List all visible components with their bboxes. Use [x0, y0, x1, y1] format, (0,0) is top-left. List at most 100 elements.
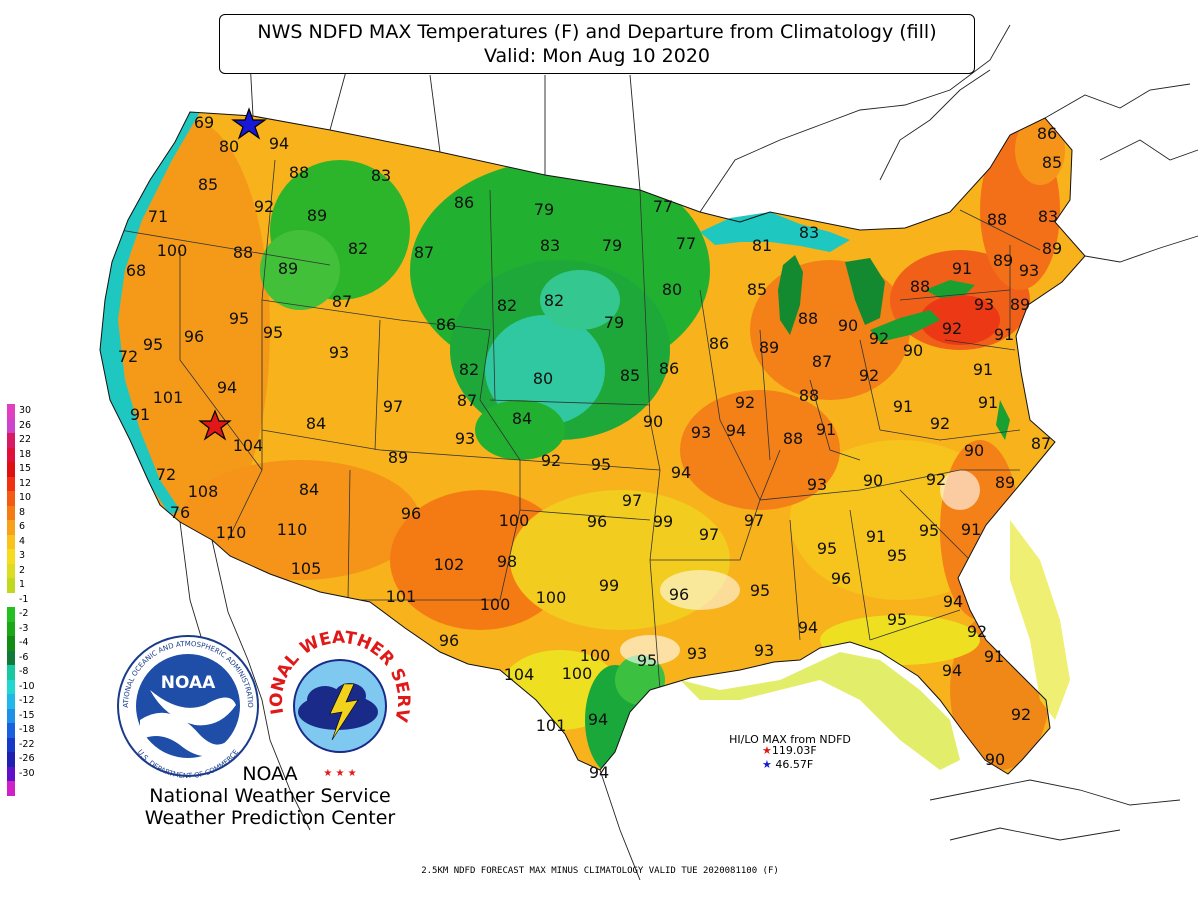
temp-label: 95 — [263, 323, 283, 342]
temp-label: 110 — [216, 523, 247, 542]
temp-label: 91 — [866, 527, 886, 546]
temp-label: 95 — [591, 455, 611, 474]
svg-text:★ ★ ★: ★ ★ ★ — [323, 768, 356, 779]
legend-label: -30 — [19, 767, 35, 779]
temp-label: 93 — [1019, 261, 1039, 280]
temp-label: 104 — [504, 665, 535, 684]
temp-label: 95 — [637, 651, 657, 670]
legend-label: -2 — [19, 608, 29, 619]
temp-label: 90 — [643, 412, 663, 431]
legend-row: -18 — [7, 723, 41, 738]
temp-label: 91 — [130, 405, 150, 424]
temp-label: 94 — [943, 592, 963, 611]
legend-label: -1 — [19, 593, 29, 605]
legend-label: -15 — [19, 709, 35, 721]
temp-label: 95 — [143, 335, 163, 354]
legend-row: 18 — [7, 447, 41, 462]
temp-label: 101 — [153, 388, 184, 407]
atlantic-fill — [1010, 520, 1070, 720]
map-title-box: NWS NDFD MAX Temperatures (F) and Depart… — [219, 14, 975, 74]
legend-row: 6 — [7, 520, 41, 535]
legend-row: 22 — [7, 433, 41, 448]
temp-label: 94 — [942, 661, 962, 680]
temp-label: 87 — [414, 243, 434, 262]
temp-label: 95 — [919, 521, 939, 540]
legend-swatch — [7, 578, 15, 593]
legend-row: 8 — [7, 505, 41, 520]
temp-label: 77 — [653, 197, 673, 216]
temp-label: 92 — [541, 451, 561, 470]
legend-swatch — [7, 462, 15, 477]
legend-swatch — [7, 447, 15, 462]
temp-label: 89 — [1042, 239, 1062, 258]
temp-label: 87 — [1031, 434, 1051, 453]
legend-swatch — [7, 781, 15, 796]
legend-swatch — [7, 665, 15, 680]
temp-label: 97 — [744, 511, 764, 530]
temp-label: 104 — [233, 436, 264, 455]
legend-label: 10 — [19, 492, 32, 503]
temp-label: 88 — [799, 386, 819, 405]
legend-swatch — [7, 621, 15, 636]
temp-label: 110 — [277, 520, 308, 539]
temp-label: 95 — [887, 610, 907, 629]
temp-label: 92 — [942, 319, 962, 338]
legend-label: -10 — [19, 680, 35, 692]
temp-label: 94 — [589, 763, 609, 782]
temp-label: 71 — [148, 207, 168, 226]
legend-label: 4 — [19, 535, 26, 547]
temp-label: 95 — [229, 309, 249, 328]
temp-label: 92 — [254, 197, 274, 216]
temp-label: 93 — [754, 641, 774, 660]
credit-nws: National Weather Service — [149, 785, 391, 807]
map-title: NWS NDFD MAX Temperatures (F) and Depart… — [257, 21, 937, 43]
legend-label: -3 — [19, 622, 29, 634]
temp-label: 85 — [198, 175, 218, 194]
credit-wpc: Weather Prediction Center — [144, 807, 396, 829]
temp-label: 87 — [812, 352, 832, 371]
temp-label: 69 — [194, 113, 214, 132]
legend-row: -3 — [7, 621, 41, 636]
temp-label: 91 — [893, 397, 913, 416]
temp-label: 82 — [348, 239, 368, 258]
legend-row: 4 — [7, 534, 41, 549]
temp-label: 97 — [622, 491, 642, 510]
temp-label: 89 — [307, 206, 327, 225]
legend-row: -1 — [7, 592, 41, 607]
legend-row: 30 — [7, 404, 41, 419]
temp-label: 95 — [887, 546, 907, 565]
legend-swatch — [7, 679, 15, 694]
temp-label: 84 — [512, 409, 532, 428]
temperature-labels: 69 80 94 85 88 83 92 89 86 79 77 86 85 71 100 88 82 87 83 7… — [118, 113, 1062, 782]
legend-swatch — [7, 476, 15, 491]
legend-label: 18 — [19, 448, 32, 460]
temp-label: 89 — [759, 338, 779, 357]
temp-label: 94 — [269, 134, 289, 153]
legend-swatch — [7, 563, 15, 578]
temp-label: 88 — [910, 277, 930, 296]
temp-label: 80 — [533, 369, 553, 388]
legend-swatch — [7, 404, 15, 419]
legend-label: -18 — [19, 724, 35, 735]
map-valid-date: Valid: Mon Aug 10 2020 — [483, 45, 711, 67]
temp-label: 85 — [747, 280, 767, 299]
legend-row: -15 — [7, 708, 41, 723]
temp-label: 96 — [439, 631, 459, 650]
temp-label: 94 — [217, 378, 237, 397]
temp-label: 100 — [499, 511, 530, 530]
temp-label: 93 — [455, 429, 475, 448]
legend-swatch — [7, 433, 15, 448]
temp-label: 91 — [984, 647, 1004, 666]
temp-label: 79 — [534, 200, 554, 219]
temp-label: 89 — [993, 251, 1013, 270]
temp-label: 99 — [653, 512, 673, 531]
temp-label: 92 — [1011, 705, 1031, 724]
temp-label: 92 — [735, 393, 755, 412]
temp-label: 91 — [952, 259, 972, 278]
temp-label: 89 — [278, 259, 298, 278]
hi-value: 119.03F — [771, 744, 817, 757]
legend-label: 2 — [19, 564, 26, 576]
legend-row: -2 — [7, 607, 41, 622]
gulf-fill — [680, 652, 960, 770]
temp-label: 90 — [964, 441, 984, 460]
